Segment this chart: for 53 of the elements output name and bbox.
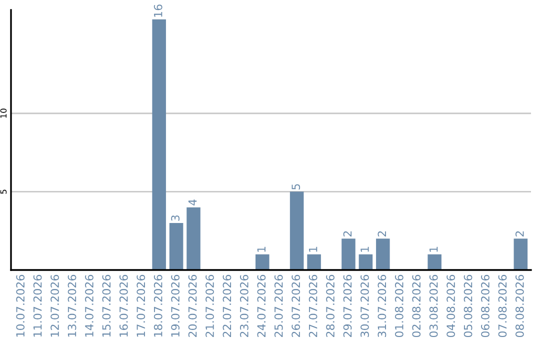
x-tick-label: 19.07.2026 (171, 274, 180, 337)
data-label: 2 (343, 231, 352, 236)
x-tick-label: 08.08.2026 (515, 274, 524, 338)
x-tick-label: 21.07.2026 (206, 274, 214, 337)
bar (307, 254, 321, 270)
data-label: 1 (257, 246, 266, 252)
bar (169, 223, 184, 270)
x-tick-label: 15.07.2026 (102, 274, 111, 337)
x-tick-label: 30.07.2026 (360, 274, 369, 337)
x-tick-label: 02.08.2026 (412, 274, 421, 338)
data-label: 1 (309, 246, 318, 252)
x-tick-label: 07.08.2026 (498, 274, 507, 338)
x-tick-label: 25.07.2026 (274, 274, 283, 337)
data-label: 2 (515, 231, 524, 236)
bar (342, 238, 356, 270)
x-tick-label: 04.08.2026 (446, 274, 456, 338)
x-tick-label: 27.07.2026 (308, 274, 318, 337)
x-tick-label: 03.08.2026 (429, 274, 438, 338)
x-tick-label: 05.08.2026 (464, 274, 472, 338)
x-tick-label: 23.07.2026 (240, 274, 248, 337)
data-label: 1 (360, 246, 369, 252)
bar (376, 238, 390, 270)
y-tick-label: 10 (0, 108, 7, 118)
x-tick-label: 28.07.2026 (326, 274, 334, 337)
bar (514, 238, 528, 270)
x-tick-label: 13.07.2026 (68, 274, 76, 337)
x-tick-label: 31.07.2026 (378, 274, 386, 337)
x-tick-label: 18.07.2026 (154, 274, 162, 337)
bar (358, 254, 373, 270)
bar (256, 254, 270, 270)
data-label: 3 (171, 215, 180, 221)
x-tick-label: 29.07.2026 (343, 274, 352, 337)
x-tick-label: 01.08.2026 (394, 274, 404, 338)
data-label: 2 (378, 231, 386, 236)
bar (152, 19, 166, 270)
bar (186, 207, 200, 270)
x-tick-label: 14.07.2026 (85, 274, 94, 337)
x-tick-label: 11.07.2026 (33, 274, 42, 337)
data-label: 4 (188, 200, 197, 206)
x-tick-label: 16.07.2026 (119, 274, 128, 337)
x-tick-label: 22.07.2026 (222, 274, 232, 337)
data-label: 1 (430, 246, 438, 252)
x-tick-label: 10.07.2026 (16, 274, 25, 337)
x-tick-label: 17.07.2026 (136, 274, 146, 337)
x-tick-label: 26.07.2026 (292, 274, 300, 337)
data-label: 5 (292, 184, 300, 190)
bar (428, 254, 442, 270)
x-tick-label: 06.08.2026 (481, 274, 490, 338)
bar (290, 192, 304, 270)
x-tick-label: 24.07.2026 (257, 274, 266, 337)
data-label: 16 (154, 4, 162, 17)
x-tick-label: 20.07.2026 (188, 274, 197, 337)
x-tick-label: 12.07.2026 (50, 274, 59, 337)
